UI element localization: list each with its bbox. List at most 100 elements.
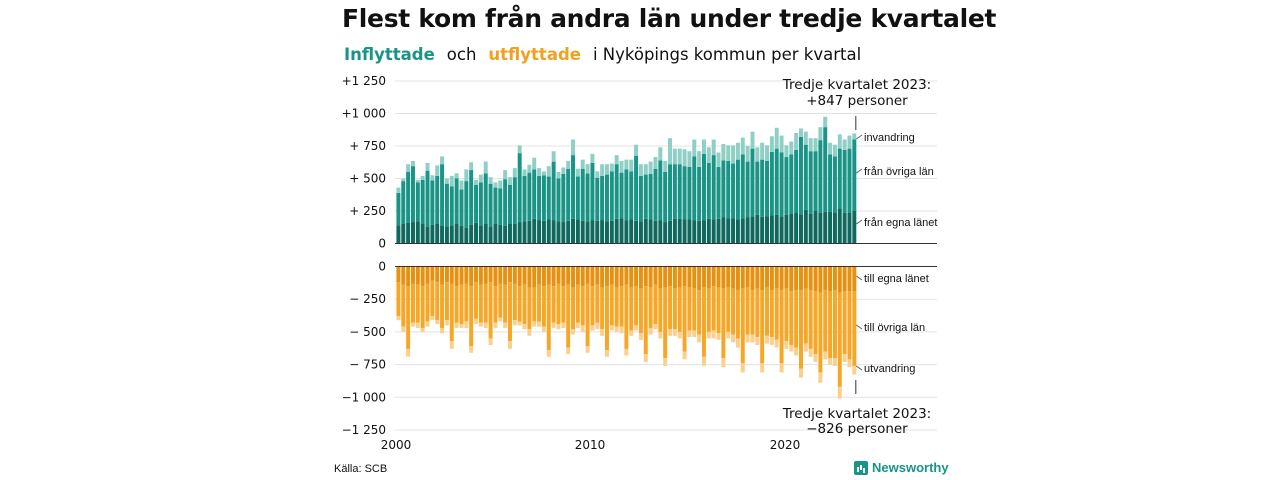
- bar-from-other-counties: [609, 171, 614, 221]
- bar-emigration: [430, 316, 435, 321]
- brand-logo[interactable]: Newsworthy: [854, 460, 949, 475]
- series-label: från övriga län: [864, 166, 934, 178]
- bar-to-own-county: [697, 266, 702, 291]
- bar-immigration: [668, 138, 673, 165]
- bar-from-own-county: [541, 220, 546, 244]
- bar-immigration: [420, 175, 425, 180]
- bar-from-own-county: [430, 224, 435, 244]
- bar-to-other-counties: [794, 290, 799, 348]
- bar-from-own-county: [837, 208, 842, 244]
- x-tick-label: 2020: [770, 438, 801, 452]
- bar-to-own-county: [401, 266, 406, 285]
- bar-from-other-counties: [668, 164, 673, 221]
- bar-from-other-counties: [813, 151, 818, 211]
- bar-immigration: [687, 151, 692, 167]
- bar-from-other-counties: [765, 160, 770, 217]
- bar-to-own-county: [498, 266, 503, 284]
- bar-emigration: [852, 365, 857, 375]
- bar-immigration: [813, 138, 818, 152]
- bar-emigration: [551, 322, 556, 328]
- gridlines: [395, 80, 937, 431]
- bar-to-own-county: [774, 266, 779, 289]
- bar-to-own-county: [687, 266, 692, 288]
- bar-emigration: [532, 321, 537, 327]
- bar-to-own-county: [750, 266, 755, 291]
- bar-immigration: [624, 159, 629, 170]
- bar-from-own-county: [794, 212, 799, 244]
- bar-from-own-county: [507, 224, 512, 244]
- bar-from-own-county: [619, 218, 624, 244]
- bar-from-other-counties: [682, 166, 687, 220]
- bar-to-other-counties: [474, 282, 479, 319]
- bar-immigration: [483, 161, 488, 174]
- bar-emigration: [711, 330, 716, 339]
- bar-from-own-county: [765, 216, 770, 244]
- bar-from-other-counties: [745, 161, 750, 218]
- bar-emigration: [401, 326, 406, 332]
- bar-to-own-county: [600, 266, 605, 288]
- bar-from-own-county: [551, 220, 556, 244]
- bar-from-own-county: [701, 220, 706, 244]
- bar-to-own-county: [832, 266, 837, 291]
- bar-from-other-counties: [493, 187, 498, 224]
- bar-emigration: [556, 324, 561, 330]
- bar-to-other-counties: [585, 283, 590, 347]
- bar-from-own-county: [522, 221, 527, 244]
- bar-to-other-counties: [852, 291, 857, 366]
- bar-to-other-counties: [571, 287, 576, 330]
- bar-to-own-county: [808, 266, 813, 291]
- bar-immigration: [522, 169, 527, 176]
- bar-to-other-counties: [784, 288, 789, 342]
- bar-emigration: [682, 351, 687, 360]
- bar-to-other-counties: [740, 288, 745, 364]
- bar-emigration: [604, 350, 609, 357]
- y-tick-label: 0: [378, 237, 386, 251]
- bar-emigration: [420, 327, 425, 332]
- bar-immigration: [750, 131, 755, 149]
- bar-from-other-counties: [658, 160, 663, 221]
- bar-from-other-counties: [769, 151, 774, 216]
- y-tick-label: + 250: [349, 204, 386, 218]
- bar-from-other-counties: [755, 161, 760, 215]
- bar-emigration: [590, 325, 595, 331]
- bar-emigration: [818, 372, 823, 383]
- bar-to-other-counties: [677, 287, 682, 332]
- bar-emigration: [726, 331, 731, 339]
- bar-to-own-county: [590, 266, 595, 287]
- bar-to-own-county: [522, 266, 527, 285]
- bar-immigration: [469, 162, 474, 171]
- bar-emigration: [464, 321, 469, 328]
- bar-to-own-county: [823, 266, 828, 291]
- bar-from-other-counties: [420, 179, 425, 224]
- bar-from-other-counties: [566, 168, 571, 221]
- bar-emigration: [614, 326, 619, 332]
- bar-immigration: [561, 167, 566, 174]
- bar-emigration: [469, 346, 474, 353]
- bar-from-other-counties: [731, 163, 736, 219]
- outflow-bars: [396, 266, 857, 399]
- bar-emigration: [600, 329, 605, 336]
- bar-from-own-county: [459, 225, 464, 244]
- bar-to-own-county: [507, 266, 512, 283]
- bar-from-own-county: [852, 211, 857, 244]
- bar-emigration: [808, 348, 813, 357]
- bar-from-own-county: [444, 226, 449, 244]
- bar-immigration: [847, 135, 852, 149]
- bar-from-own-county: [638, 221, 643, 244]
- bar-to-own-county: [735, 266, 740, 291]
- bar-to-own-county: [794, 266, 799, 291]
- bar-to-other-counties: [406, 286, 411, 349]
- bar-immigration: [590, 153, 595, 163]
- bar-emigration: [459, 324, 464, 328]
- bar-emigration: [784, 341, 789, 349]
- bar-from-own-county: [420, 224, 425, 244]
- bar-emigration: [566, 347, 571, 355]
- bar-from-other-counties: [614, 164, 619, 219]
- bar-from-own-county: [454, 224, 459, 244]
- bar-to-own-county: [474, 266, 479, 283]
- bar-emigration: [444, 320, 449, 326]
- bar-immigration: [454, 173, 459, 179]
- bar-emigration: [575, 322, 580, 328]
- bar-from-own-county: [697, 220, 702, 244]
- chart-title: Flest kom från andra län under tredje kv…: [342, 4, 997, 33]
